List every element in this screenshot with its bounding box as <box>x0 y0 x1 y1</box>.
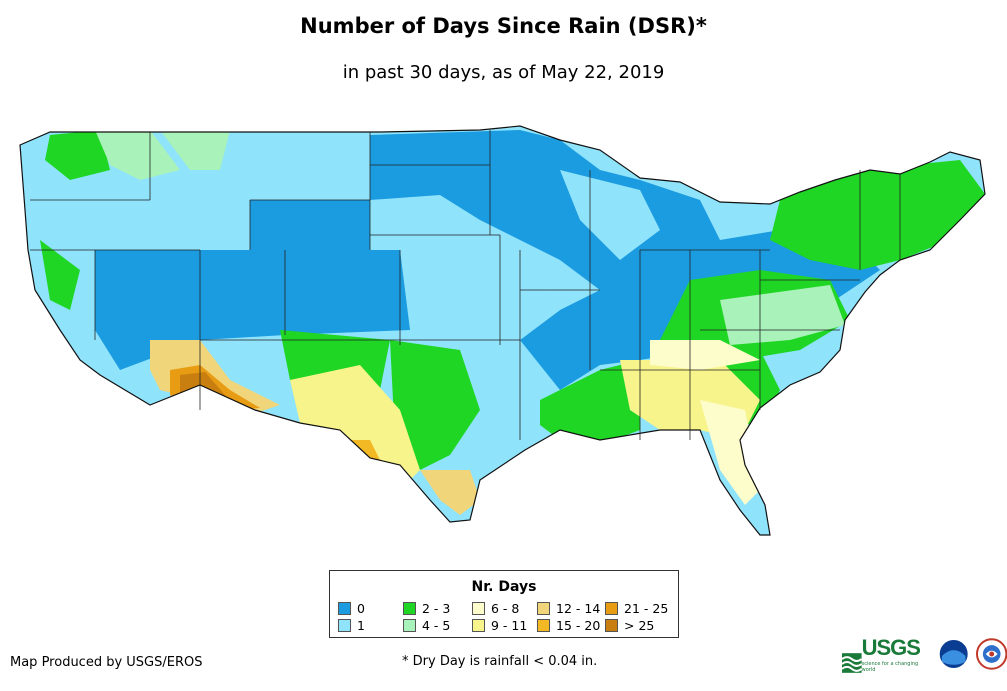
usgs-wave-icon <box>842 653 862 673</box>
legend-label: 1 <box>357 618 365 633</box>
agency-logos: USGS science for a changing world <box>842 635 1007 673</box>
legend-label: 21 - 25 <box>624 601 669 616</box>
usgs-wordmark: USGS <box>861 635 921 660</box>
legend-item: 4 - 5 <box>403 618 450 633</box>
map-subtitle: in past 30 days, as of May 22, 2019 <box>342 62 665 83</box>
legend-label: 15 - 20 <box>556 618 601 633</box>
legend-item: 21 - 25 <box>605 601 668 616</box>
legend-item: 2 - 3 <box>403 601 450 616</box>
legend-swatch <box>537 602 550 615</box>
legend-item: 15 - 20 <box>537 618 600 633</box>
map-title: Number of Days Since Rain (DSR)* <box>300 14 707 38</box>
legend-swatch <box>403 619 416 632</box>
legend-label: 12 - 14 <box>556 601 601 616</box>
legend-item: > 25 <box>605 618 654 633</box>
legend-swatch <box>403 602 416 615</box>
us-dsr-map <box>19 125 986 536</box>
legend-item: 12 - 14 <box>537 601 600 616</box>
legend-swatch <box>472 619 485 632</box>
legend-item: 6 - 8 <box>472 601 519 616</box>
legend-label: 6 - 8 <box>491 601 520 616</box>
noaa-logo <box>938 638 970 670</box>
legend: Nr. Days 0 1 2 - 3 4 - 5 6 - 8 9 - 11 12… <box>329 570 679 638</box>
legend-swatch <box>472 602 485 615</box>
legend-label: 0 <box>357 601 365 616</box>
usgs-tagline: science for a changing world <box>861 661 919 673</box>
legend-label: 4 - 5 <box>422 618 451 633</box>
legend-label: > 25 <box>624 618 655 633</box>
nws-logo <box>975 638 1007 670</box>
legend-swatch <box>605 602 618 615</box>
legend-item: 1 <box>338 618 365 633</box>
usgs-logo: USGS science for a changing world <box>842 635 932 673</box>
credit-text: Map Produced by USGS/EROS <box>10 655 203 670</box>
legend-item: 9 - 11 <box>472 618 527 633</box>
legend-swatch <box>338 602 351 615</box>
legend-title: Nr. Days <box>471 579 537 595</box>
legend-label: 2 - 3 <box>422 601 451 616</box>
legend-item: 0 <box>338 601 365 616</box>
legend-swatch <box>338 619 351 632</box>
footnote-text: * Dry Day is rainfall < 0.04 in. <box>402 654 598 669</box>
legend-swatch <box>605 619 618 632</box>
legend-swatch <box>537 619 550 632</box>
legend-label: 9 - 11 <box>491 618 528 633</box>
